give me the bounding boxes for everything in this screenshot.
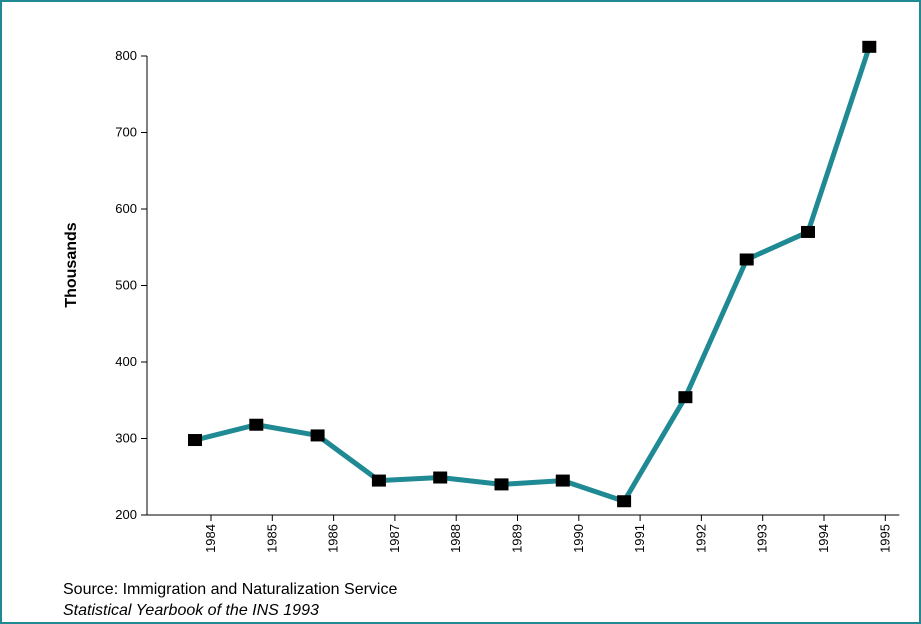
series-layer — [188, 40, 877, 508]
series-line — [192, 44, 872, 504]
x-tick-label: 1985 — [264, 524, 279, 553]
data-point-marker — [862, 40, 877, 53]
data-point-marker — [249, 418, 264, 431]
data-point-marker — [678, 391, 693, 404]
x-tick-label: 1995 — [877, 524, 892, 553]
x-tick-label: 1991 — [632, 524, 647, 553]
x-tick-label: 1988 — [448, 524, 463, 553]
y-tick-label: 800 — [115, 48, 137, 63]
y-tick-label: 500 — [115, 278, 137, 293]
data-point-marker — [310, 429, 325, 442]
data-point-marker — [739, 253, 754, 266]
y-axis-title: Thousands — [63, 222, 80, 307]
y-tick-label: 400 — [115, 354, 137, 369]
x-tick-label: 1986 — [326, 524, 341, 553]
x-tick-label: 1992 — [693, 524, 708, 553]
y-tick-label: 200 — [115, 507, 137, 522]
x-tick-label: 1989 — [510, 524, 525, 553]
y-tick-label: 300 — [115, 431, 137, 446]
source-publication: Statistical Yearbook of the INS 1993 — [63, 602, 319, 619]
data-point-marker — [371, 474, 386, 487]
y-axis: 200 300 400 500 600 700 800 — [115, 48, 148, 522]
source-note: Source: Immigration and Naturalization S… — [63, 581, 398, 598]
x-tick-label: 1990 — [571, 524, 586, 553]
data-point-marker — [494, 478, 509, 491]
x-tick-label: 1984 — [203, 524, 218, 553]
x-tick-label: 1994 — [816, 524, 831, 553]
y-tick-label: 600 — [115, 201, 137, 216]
data-point-marker — [433, 471, 448, 484]
data-point-marker — [617, 495, 632, 508]
data-point-marker — [801, 225, 815, 238]
x-tick-label: 1987 — [387, 524, 402, 553]
data-point-marker — [188, 434, 202, 447]
y-tick-label: 700 — [115, 125, 137, 140]
x-tick-label: 1993 — [755, 524, 770, 553]
data-point-marker — [555, 474, 570, 487]
x-axis: 1984 1985 1986 1987 1988 1989 1990 1991 1992 1993… — [147, 514, 900, 553]
